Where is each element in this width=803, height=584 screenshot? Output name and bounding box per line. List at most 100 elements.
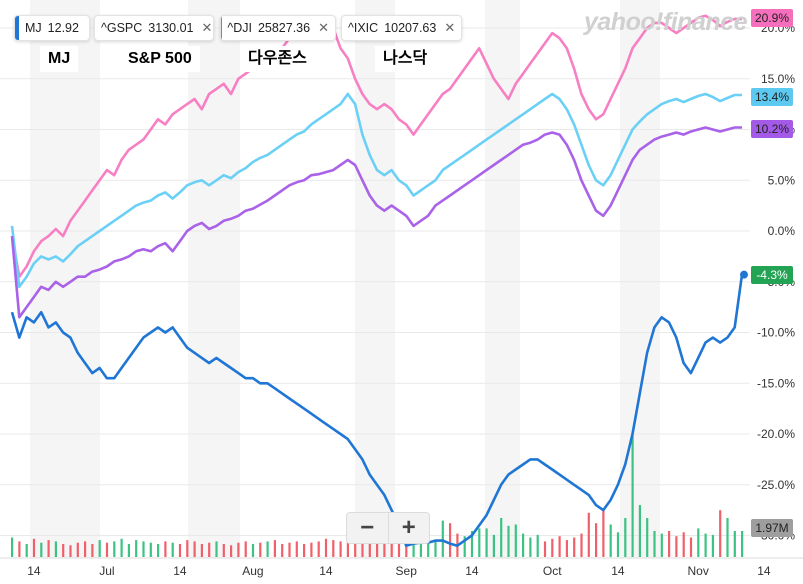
caption-dow: 다우존스 [240,46,315,72]
volume-bar [602,510,605,557]
end-value-badge [751,266,793,284]
volume-bar [492,534,495,557]
legend-symbol: ^GSPC [101,21,143,35]
x-tick-label: 14 [27,564,41,578]
volume-bar [98,540,101,557]
volume-bar [529,537,532,557]
close-icon[interactable]: ✕ [201,20,213,35]
volume-bar [405,545,408,557]
mj-end-dot [740,270,748,279]
volume-bar [675,536,678,557]
volume-bar [689,537,693,557]
close-icon[interactable]: ✕ [444,20,456,35]
volume-bar [259,542,262,557]
end-value-label: 10.2% [755,122,789,136]
series-line-ixic [10,14,742,278]
volume-bar [558,536,561,557]
legend-symbol: ^IXIC [348,21,379,35]
volume-bar [251,544,255,557]
volume-bar [660,533,663,557]
volume-bars [11,433,744,557]
volume-bar [310,542,313,557]
y-tick-label: -25.0% [757,478,795,492]
volume-bar [295,541,298,557]
volume-bar [507,525,510,557]
volume-badge [751,519,793,537]
volume-bar [668,531,671,557]
caption-nasdaq: 나스닥 [375,46,436,72]
volume-bar [536,534,539,557]
period-band [355,0,395,558]
volume-bar [135,540,138,557]
x-tick-label: Sep [396,564,418,578]
volume-bar [266,541,269,557]
volume-bar [704,533,707,557]
volume-bar [646,518,649,557]
volume-bar [711,534,714,557]
volume-bar [741,531,744,557]
volume-label: 1.97M [755,521,788,535]
period-band [188,0,240,558]
volume-bar [178,544,182,557]
volume-bar [84,541,87,557]
zoom-in-button[interactable]: + [401,514,416,541]
y-tick-label: -15.0% [757,376,795,390]
volume-bar [624,518,627,557]
close-icon[interactable]: ✕ [318,20,329,35]
volume-bar [208,542,211,557]
volume-bar [222,544,225,557]
legend-chip-gspc[interactable]: ^GSPC 3130.01 ✕ [94,15,214,41]
volume-bar [616,532,620,557]
volume-bar [397,544,401,557]
volume-bar [368,538,371,557]
end-value-label: 13.4% [755,90,789,104]
volume-bar [441,520,444,557]
legend-chip-ixic[interactable]: ^IXIC 10207.63 ✕ [341,15,462,41]
x-tick-label: 14 [319,564,333,578]
volume-bar [120,538,123,557]
volume-bar [142,541,145,557]
volume-bar [11,537,14,557]
volume-bar [376,542,379,557]
volume-bar [514,524,517,557]
volume-bar [215,541,218,557]
x-tick-label: Oct [543,564,562,578]
volume-bar [339,541,342,557]
volume-bar [186,540,189,557]
end-value-badge [751,120,793,138]
yahoo-finance-logo: yahoo!finance [584,8,747,36]
period-band [30,0,100,558]
volume-bar [631,433,634,557]
volume-bar [485,528,488,557]
volume-bar [419,544,422,557]
zoom-out-button[interactable]: − [347,513,389,543]
volume-bar [127,544,130,557]
period-band [620,0,660,558]
volume-bar [412,541,415,557]
volume-bar [726,518,729,557]
x-axis: 14 Jul 14 Aug 14 Sep 14 Oct 14 Nov 14 [27,564,771,578]
y-tick-label: -20.0% [757,427,795,441]
series-line-mj [10,274,744,547]
volume-bar [354,540,357,557]
zoom-controls: − + [346,512,430,544]
legend-value: 3130.01 [148,21,194,35]
volume-bar [40,542,43,557]
series-color-swatch [15,16,19,40]
x-tick-label: 14 [611,564,625,578]
volume-bar [47,540,50,557]
x-tick-label: Jul [99,564,114,578]
volume-bar [91,544,94,557]
volume-bar [587,512,590,557]
volume-bar [383,541,386,557]
volume-bar [303,544,306,557]
legend-chip-dji[interactable]: ^DJI 25827.36 ✕ [220,15,336,41]
volume-bar [500,518,503,557]
volume-bar [565,540,568,557]
volume-bar [193,541,196,557]
volume-bar [200,544,203,557]
legend-chip-mj[interactable]: MJ 12.92 [14,15,90,41]
volume-bar [697,528,700,557]
volume-bar [25,544,28,557]
